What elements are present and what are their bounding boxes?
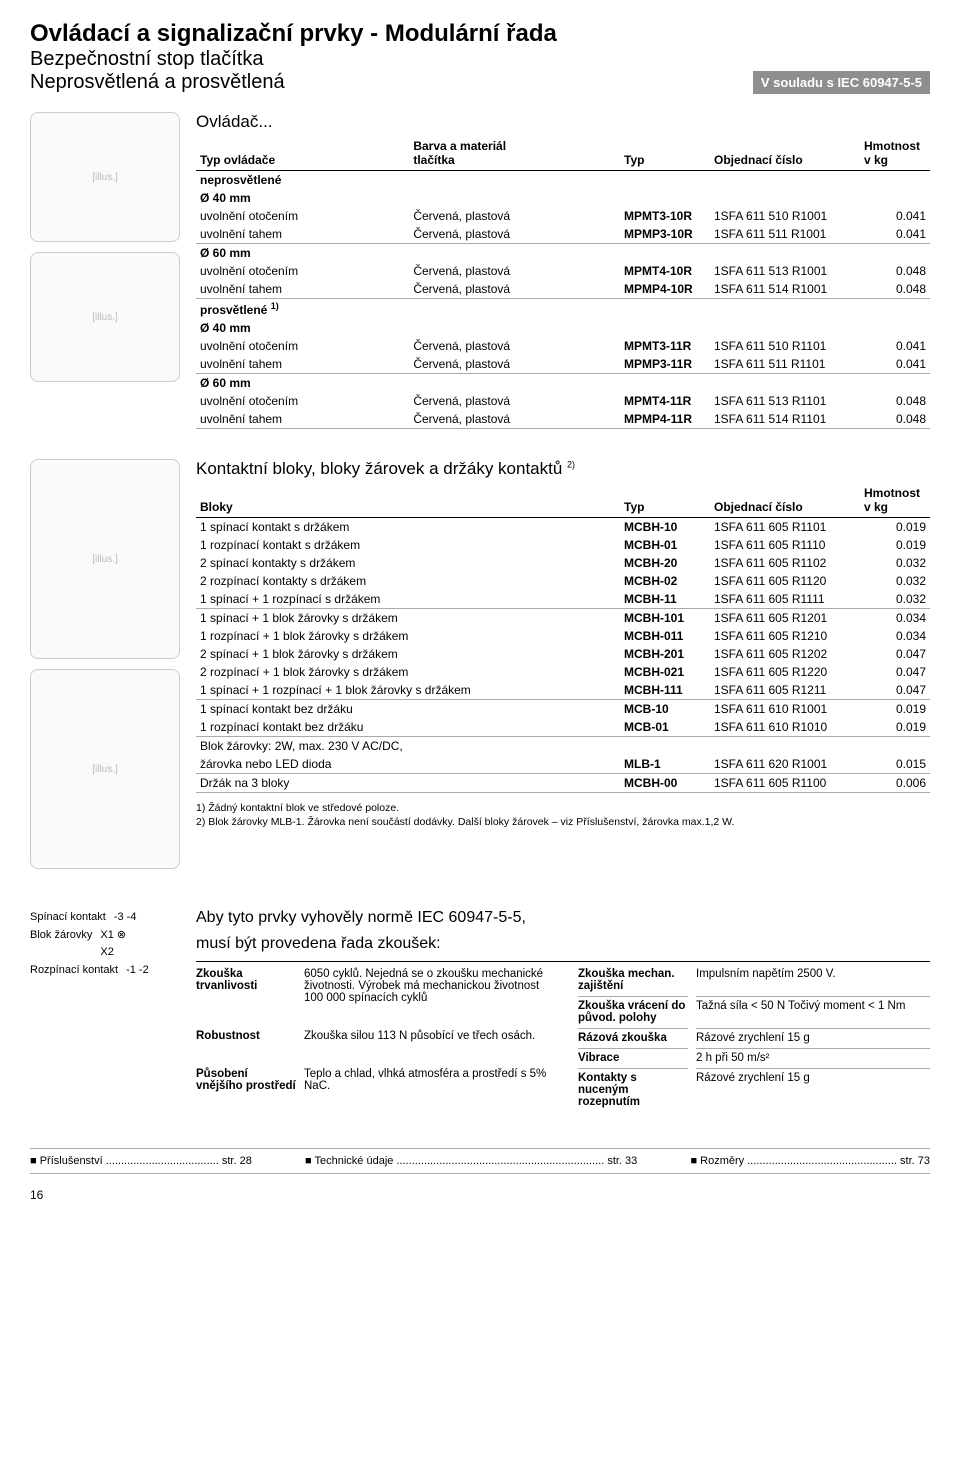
table-row: 1 spínací kontakt bez držákuMCB-101SFA 6…: [196, 700, 930, 719]
test-value: 2 h při 50 m/s²: [696, 1048, 930, 1064]
col-ovladac: Typ ovládače: [196, 136, 409, 171]
tests-col-b: Zkouška mechan. zajištění Impulsním napět…: [578, 968, 930, 1108]
table-row: uvolnění tahemČervená, plastováMPMP3-10R…: [196, 225, 930, 244]
col-wt2: Hmotnost v kg: [860, 483, 930, 518]
test-label: Zkouška trvanlivosti: [196, 968, 296, 1020]
actuator-images-col: [illus.] [illus.]: [30, 112, 180, 429]
test-label: Robustnost: [196, 1030, 296, 1058]
table-row: 1 rozpínací kontakt s držákemMCBH-011SFA…: [196, 536, 930, 554]
diameter-label: Ø 40 mm: [196, 189, 930, 207]
test-value: Teplo a chlad, vlhká atmosféra a prostře…: [304, 1068, 548, 1108]
lamp-symbol: X1 ⊗ X2: [100, 927, 136, 962]
table-row: 1 rozpínací + 1 blok žárovky s držákemMC…: [196, 627, 930, 645]
footer-link-dimensions: Rozměry ................................…: [690, 1155, 930, 1167]
legend-lamp-label: Blok žárovky: [30, 927, 92, 962]
table-row: 1 rozpínací kontakt bez držákuMCB-011SFA…: [196, 718, 930, 737]
table-row: 1 spínací + 1 rozpínací + 1 blok žárovky…: [196, 681, 930, 700]
table-row: 2 spínací + 1 blok žárovky s držákemMCBH…: [196, 645, 930, 663]
no-symbol: -3 -4: [114, 909, 150, 927]
test-value: Zkouška silou 113 N působící ve třech os…: [304, 1030, 548, 1058]
table-row: 2 rozpínací + 1 blok žárovky s držákemMC…: [196, 663, 930, 681]
page-title: Ovládací a signalizační prvky - Modulárn…: [30, 20, 930, 48]
footnote-2: 2) Blok žárovky MLB-1. Žárovka není souč…: [196, 815, 930, 829]
test-label: Rázová zkouška: [578, 1028, 688, 1044]
actuator-heading: Ovládač...: [196, 112, 930, 132]
subtitle-1: Bezpečnostní stop tlačítka: [30, 48, 930, 71]
table-row: 1 spínací kontakt s držákemMCBH-101SFA 6…: [196, 518, 930, 537]
iec-badge: V souladu s IEC 60947-5-5: [753, 71, 930, 94]
actuator-section: [illus.] [illus.] Ovládač... Typ ovládač…: [30, 112, 930, 429]
tests-grid: Zkouška trvanlivosti6050 cyklů. Nejedná …: [196, 968, 930, 1108]
table-row: 2 rozpínací kontakty s držákemMCBH-021SF…: [196, 572, 930, 590]
product-image-1: [illus.]: [30, 112, 180, 242]
col-wt: Hmotnost v kg: [860, 136, 930, 171]
table-row: uvolnění tahemČervená, plastováMPMP3-11R…: [196, 355, 930, 374]
title-block: Ovládací a signalizační prvky - Modulárn…: [30, 20, 930, 94]
footer-link-accessories: Příslušenství ..........................…: [30, 1155, 252, 1167]
col-typ: Typ: [620, 136, 710, 171]
footer-link-techdata: Technické údaje ........................…: [305, 1155, 637, 1167]
test-value: Impulsním napětím 2500 V.: [696, 968, 930, 992]
table-row: uvolnění tahemČervená, plastováMPMP4-10R…: [196, 280, 930, 299]
footer-nav: Příslušenství ..........................…: [30, 1148, 930, 1174]
test-label: Zkouška mechan. zajištění: [578, 968, 688, 992]
col-bloky: Bloky: [196, 483, 620, 518]
diameter-label: Ø 60 mm: [196, 244, 930, 263]
tests-col-a: Zkouška trvanlivosti6050 cyklů. Nejedná …: [196, 968, 548, 1108]
table-row: uvolnění otočenímČervená, plastováMPMT4-…: [196, 262, 930, 280]
tests-section: Spínací kontakt -3 -4 Blok žárovkyX1 ⊗ X2…: [30, 909, 930, 1108]
product-image-3: [illus.]: [30, 459, 180, 659]
blocks-heading: Kontaktní bloky, bloky žárovek a držáky …: [196, 459, 930, 479]
table-row: uvolnění otočenímČervená, plastováMPMT3-…: [196, 207, 930, 225]
table-row: 1 spínací + 1 blok žárovky s držákemMCBH…: [196, 609, 930, 628]
group-label: prosvětlené 1): [196, 299, 930, 320]
actuator-content: Ovládač... Typ ovládače Barva a materiál…: [196, 112, 930, 429]
page-number: 16: [30, 1188, 930, 1202]
test-label: Zkouška vrácení do původ. polohy: [578, 996, 688, 1024]
footnote-1: 1) Žádný kontaktní blok ve středové polo…: [196, 801, 930, 815]
test-value: 6050 cyklů. Nejedná se o zkoušku mechani…: [304, 968, 548, 1020]
blocks-content: Kontaktní bloky, bloky žárovek a držáky …: [196, 459, 930, 879]
table-row: uvolnění otočenímČervená, plastováMPMT4-…: [196, 392, 930, 410]
test-label: Kontakty s nuceným rozepnutím: [578, 1068, 688, 1108]
diameter-label: Ø 60 mm: [196, 374, 930, 393]
subtitle-2: Neprosvětlená a prosvětlená: [30, 71, 285, 94]
nc-symbol: -1 -2: [126, 962, 162, 980]
table-row: 1 spínací + 1 rozpínací s držákemMCBH-11…: [196, 590, 930, 609]
product-image-2: [illus.]: [30, 252, 180, 382]
test-label: Vibrace: [578, 1048, 688, 1064]
group-label: neprosvětlené: [196, 171, 930, 190]
actuator-table: Typ ovládače Barva a materiáltlačítka Ty…: [196, 136, 930, 429]
table-row: uvolnění otočenímČervená, plastováMPMT3-…: [196, 337, 930, 355]
blocks-images-col: [illus.] [illus.]: [30, 459, 180, 879]
test-value: Rázové zrychlení 15 g: [696, 1028, 930, 1044]
test-value: Tažná síla < 50 N Točivý moment < 1 Nm: [696, 996, 930, 1024]
blocks-section: [illus.] [illus.] Kontaktní bloky, bloky…: [30, 459, 930, 879]
test-label: Působení vnějšího prostředí: [196, 1068, 296, 1108]
product-image-4: [illus.]: [30, 669, 180, 869]
legend-nc-label: Rozpínací kontakt: [30, 962, 118, 980]
table-row: uvolnění tahemČervená, plastováMPMP4-11R…: [196, 410, 930, 429]
tests-content: Aby tyto prvky vyhověly normě IEC 60947-…: [196, 909, 930, 1108]
tests-intro-1: Aby tyto prvky vyhověly normě IEC 60947-…: [196, 909, 930, 927]
col-obj: Objednací číslo: [710, 136, 860, 171]
table-row: 2 spínací kontakty s držákemMCBH-201SFA …: [196, 554, 930, 572]
col-typ2: Typ: [620, 483, 710, 518]
tests-intro-2: musí být provedena řada zkoušek:: [196, 935, 930, 953]
test-value: Rázové zrychlení 15 g: [696, 1068, 930, 1108]
footnotes: 1) Žádný kontaktní blok ve středové polo…: [196, 801, 930, 829]
legend-no-label: Spínací kontakt: [30, 909, 106, 927]
col-barva: Barva a materiáltlačítka: [409, 136, 620, 171]
legend-col: Spínací kontakt -3 -4 Blok žárovkyX1 ⊗ X2…: [30, 909, 180, 1108]
contact-legend: Spínací kontakt -3 -4 Blok žárovkyX1 ⊗ X2…: [30, 909, 180, 979]
col-obj2: Objednací číslo: [710, 483, 860, 518]
blocks-table: Bloky Typ Objednací číslo Hmotnost v kg …: [196, 483, 930, 793]
diameter-label: Ø 40 mm: [196, 319, 930, 337]
